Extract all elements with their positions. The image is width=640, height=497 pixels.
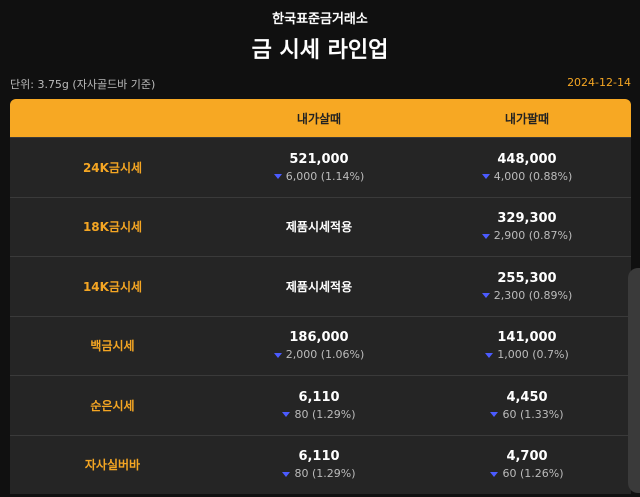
price: 6,110 bbox=[298, 389, 340, 405]
change-text: 2,900 (0.87%) bbox=[493, 229, 573, 243]
table-row: 14K금시세 제품시세적용 255,300 2,300 (0.89%) bbox=[10, 256, 631, 316]
sell-cell: 141,000 1,000 (0.7%) bbox=[423, 330, 631, 361]
table-header: 내가살때 내가팔때 bbox=[10, 99, 631, 137]
buy-cell: 제품시세적용 bbox=[215, 278, 423, 295]
buy-cell: 제품시세적용 bbox=[215, 218, 423, 235]
change: 2,000 (1.06%) bbox=[215, 348, 423, 361]
change-text: 80 (1.29%) bbox=[294, 407, 356, 421]
change-text: 1,000 (0.7%) bbox=[497, 348, 569, 362]
sell-cell: 329,300 2,900 (0.87%) bbox=[423, 211, 631, 242]
sell-cell: 448,000 4,000 (0.88%) bbox=[423, 152, 631, 183]
table-row: 24K금시세 521,000 6,000 (1.14%) 448,000 4,000 (… bbox=[10, 137, 631, 197]
down-icon bbox=[282, 471, 291, 477]
change: 80 (1.29%) bbox=[215, 467, 423, 480]
down-icon bbox=[273, 174, 282, 180]
table-row: 순은시세 6,110 80 (1.29%) 4,450 60 (1.33%) bbox=[10, 375, 631, 435]
down-icon bbox=[490, 471, 499, 477]
price: 141,000 bbox=[497, 330, 557, 346]
title: 금 시세 라인업 bbox=[251, 38, 389, 63]
row-label: 18K금시세 bbox=[82, 220, 143, 235]
buy-cell: 6,110 80 (1.29%) bbox=[215, 390, 423, 421]
down-icon bbox=[282, 412, 291, 418]
buy-cell: 186,000 2,000 (1.06%) bbox=[215, 330, 423, 361]
side-widget[interactable] bbox=[628, 268, 640, 493]
change: 80 (1.29%) bbox=[215, 408, 423, 421]
buy-cell: 521,000 6,000 (1.14%) bbox=[215, 152, 423, 183]
down-icon bbox=[481, 174, 490, 180]
row-label: 24K금시세 bbox=[82, 160, 143, 175]
price: 255,300 bbox=[497, 270, 557, 286]
price: 6,110 bbox=[298, 449, 340, 465]
price: 521,000 bbox=[289, 151, 349, 167]
change: 2,300 (0.89%) bbox=[423, 289, 631, 302]
date: 2024-12-14 bbox=[567, 76, 631, 89]
table-row: 백금시세 186,000 2,000 (1.06%) 141,000 1,000 (0.… bbox=[10, 315, 631, 376]
sell-cell: 4,450 60 (1.33%) bbox=[423, 390, 631, 421]
price: 4,700 bbox=[506, 449, 548, 465]
column-header: 내가살때 bbox=[296, 111, 342, 126]
price: 448,000 bbox=[497, 151, 557, 167]
unit-note: 단위: 3.75g (자사골드바 기준) bbox=[10, 78, 156, 91]
change: 60 (1.26%) bbox=[423, 467, 631, 480]
down-icon bbox=[273, 352, 282, 358]
change-text: 2,300 (0.89%) bbox=[493, 288, 573, 302]
sell-cell: 4,700 60 (1.26%) bbox=[423, 449, 631, 480]
price: 329,300 bbox=[497, 211, 557, 227]
row-label: 14K금시세 bbox=[82, 279, 143, 294]
change: 4,000 (0.88%) bbox=[423, 170, 631, 183]
change-text: 6,000 (1.14%) bbox=[285, 169, 365, 183]
price-table: 내가살때 내가팔때 24K금시세 521,000 6,000 (1.14%) 448,… bbox=[10, 99, 631, 494]
sell-cell: 255,300 2,300 (0.89%) bbox=[423, 271, 631, 302]
change-text: 4,000 (0.88%) bbox=[493, 169, 573, 183]
down-icon bbox=[485, 352, 494, 358]
change: 60 (1.33%) bbox=[423, 408, 631, 421]
row-label: 자사실버바 bbox=[84, 458, 141, 473]
change: 1,000 (0.7%) bbox=[423, 348, 631, 361]
change: 6,000 (1.14%) bbox=[215, 170, 423, 183]
change-text: 80 (1.29%) bbox=[294, 467, 356, 481]
change-text: 2,000 (1.06%) bbox=[285, 348, 365, 362]
subtitle: 한국표준금거래소 bbox=[272, 12, 368, 27]
down-icon bbox=[481, 293, 490, 299]
change: 2,900 (0.87%) bbox=[423, 229, 631, 242]
table-row: 18K금시세 제품시세적용 329,300 2,900 (0.87%) bbox=[10, 196, 631, 257]
change-text: 60 (1.33%) bbox=[502, 407, 564, 421]
table-row: 자사실버바 6,110 80 (1.29%) 4,700 60 (1.26%) bbox=[10, 434, 631, 495]
column-header: 내가팔때 bbox=[504, 111, 550, 126]
note: 제품시세적용 bbox=[285, 279, 353, 294]
buy-cell: 6,110 80 (1.29%) bbox=[215, 449, 423, 480]
down-icon bbox=[481, 233, 490, 239]
row-label: 순은시세 bbox=[90, 398, 135, 413]
down-icon bbox=[490, 412, 499, 418]
price: 186,000 bbox=[289, 330, 349, 346]
price: 4,450 bbox=[506, 389, 548, 405]
note: 제품시세적용 bbox=[285, 220, 353, 235]
change-text: 60 (1.26%) bbox=[502, 467, 564, 481]
row-label: 백금시세 bbox=[90, 339, 135, 354]
